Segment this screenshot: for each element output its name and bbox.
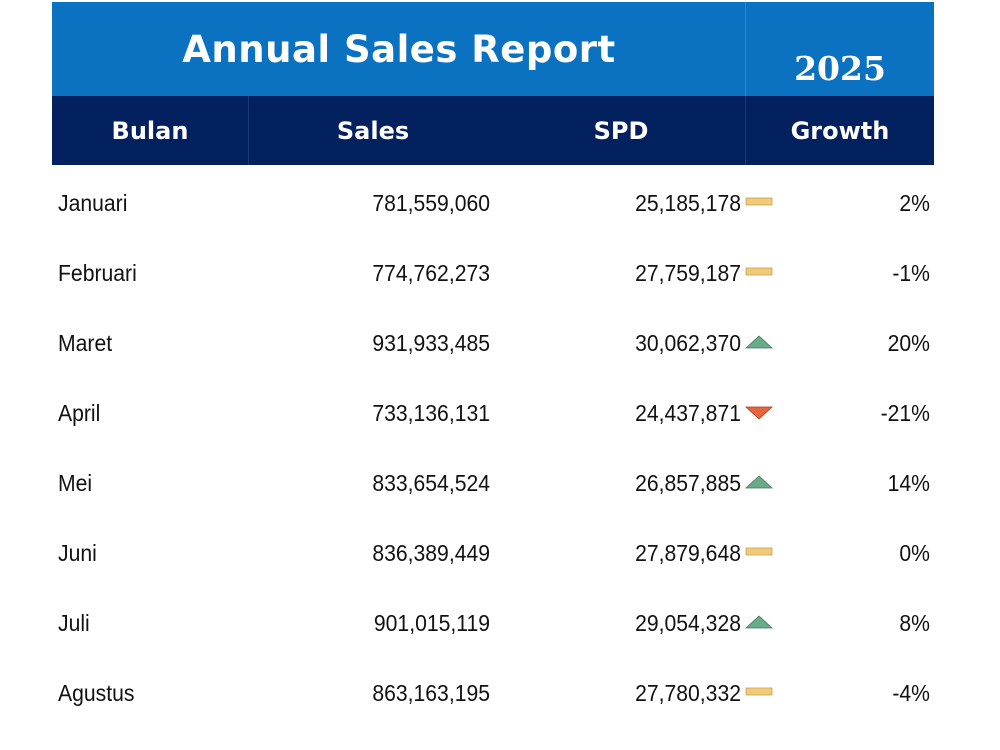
table-row: Juli 901,015,119 29,054,328 8% [52, 588, 934, 658]
growth-cell: 0% [899, 539, 930, 566]
trend-shape [745, 197, 773, 206]
growth-cell: 8% [899, 609, 930, 636]
table-row: Juni 836,389,449 27,879,648 0% [52, 518, 934, 588]
header-divider [248, 96, 249, 165]
growth-cell: -4% [892, 679, 930, 706]
trend-shape [745, 547, 773, 556]
month-cell: Januari [58, 189, 128, 216]
month-cell: Maret [58, 329, 113, 356]
trend-shape [744, 335, 774, 349]
table-row: Maret 931,933,485 30,062,370 20% [52, 308, 934, 378]
trend-shape [745, 687, 773, 696]
sales-cell: 901,015,119 [373, 609, 490, 636]
column-header-spd: SPD [593, 116, 649, 145]
spd-cell: 27,879,648 [635, 539, 741, 566]
month-cell: Juli [58, 609, 90, 636]
trend-shape [744, 475, 774, 489]
sales-cell: 833,654,524 [372, 469, 490, 496]
sales-cell: 733,136,131 [372, 399, 490, 426]
sales-cell: 774,762,273 [372, 259, 490, 286]
growth-cell: 14% [887, 469, 930, 496]
title-band [52, 2, 934, 96]
trend-shape [744, 615, 774, 629]
up-triangle-icon [744, 588, 776, 658]
report-year: 2025 [794, 49, 886, 88]
column-header-growth: Growth [790, 116, 890, 145]
flat-bar-icon [744, 518, 776, 588]
up-triangle-icon [744, 308, 776, 378]
sales-cell: 836,389,449 [372, 539, 490, 566]
month-cell: Februari [58, 259, 137, 286]
column-header-month: Bulan [111, 116, 189, 145]
table-header [52, 96, 934, 165]
title-divider [745, 2, 746, 96]
spd-cell: 24,437,871 [635, 399, 741, 426]
column-header-sales: Sales [336, 116, 410, 145]
trend-shape [745, 267, 773, 276]
spd-cell: 30,062,370 [635, 329, 741, 356]
spd-cell: 25,185,178 [635, 189, 741, 216]
report-title: Annual Sales Report [182, 27, 616, 71]
down-triangle-icon [744, 378, 776, 448]
table-row: April 733,136,131 24,437,871 -21% [52, 378, 934, 448]
sales-cell: 863,163,195 [372, 679, 490, 706]
month-cell: Agustus [58, 679, 135, 706]
spd-cell: 29,054,328 [635, 609, 741, 636]
growth-cell: -1% [892, 259, 930, 286]
month-cell: Juni [58, 539, 97, 566]
growth-cell: 20% [887, 329, 930, 356]
table-row: Februari 774,762,273 27,759,187 -1% [52, 238, 934, 308]
table-row: Januari 781,559,060 25,185,178 2% [52, 168, 934, 238]
spd-cell: 27,780,332 [635, 679, 741, 706]
flat-bar-icon [744, 238, 776, 308]
table-row: Mei 833,654,524 26,857,885 14% [52, 448, 934, 518]
month-cell: Mei [58, 469, 93, 496]
growth-cell: 2% [899, 189, 930, 216]
growth-cell: -21% [880, 399, 930, 426]
sales-cell: 931,933,485 [372, 329, 490, 356]
spd-cell: 26,857,885 [635, 469, 741, 496]
month-cell: April [58, 399, 101, 426]
table-row: Agustus 863,163,195 27,780,332 -4% [52, 658, 934, 728]
flat-bar-icon [744, 168, 776, 238]
sales-cell: 781,559,060 [372, 189, 490, 216]
up-triangle-icon [744, 448, 776, 518]
trend-shape [744, 406, 774, 420]
spd-cell: 27,759,187 [635, 259, 741, 286]
flat-bar-icon [744, 658, 776, 728]
header-divider [745, 96, 746, 165]
